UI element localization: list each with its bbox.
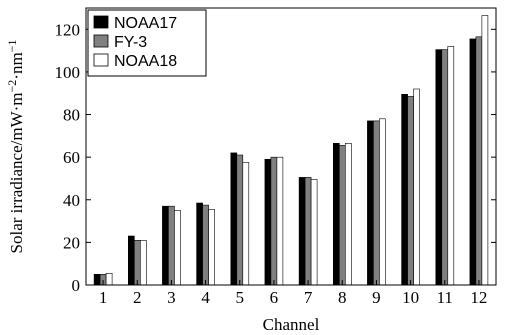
bar-fy3-ch5 [236,154,244,286]
bar-noaa17-ch4 [196,202,203,286]
y-tick-label: 100 [55,63,81,82]
bar-noaa17-ch3 [162,205,169,286]
y-tick-label: 20 [63,233,80,252]
bar-fy3-ch7 [304,177,312,286]
bars-layer [93,15,489,286]
y-tick-label: 0 [72,276,81,295]
legend-label-noaa18: NOAA18 [114,53,177,70]
bar-noaa17-ch11 [435,49,443,286]
bar-noaa18-ch1 [105,272,113,286]
bar-noaa18-ch4 [208,209,215,286]
bar-noaa18-ch11 [447,46,455,286]
bar-noaa17-ch1 [93,273,101,286]
x-axis-label: Channel [263,315,320,334]
legend-swatch-noaa17 [93,15,109,29]
bar-noaa18-ch10 [413,88,420,286]
x-axis: 1 2 3 4 5 6 7 8 9 10 11 12 [99,280,487,307]
y-tick-label: 80 [63,106,80,125]
legend: NOAA17 FY-3 NOAA18 [87,9,207,77]
bar-noaa17-ch8 [332,143,340,286]
bar-fy3-ch6 [270,156,278,286]
bar-noaa17-ch9 [367,120,374,286]
y-axis: 0 20 40 60 80 100 120 [55,20,496,295]
x-tick-label: 11 [437,288,453,307]
bar-noaa18-ch7 [310,179,318,286]
legend-label-fy3: FY-3 [114,34,147,51]
legend-label-noaa17: NOAA17 [114,15,177,32]
x-tick-label: 4 [201,288,210,307]
bar-fy3-ch4 [202,204,209,286]
x-tick-label: 10 [402,288,419,307]
x-tick-label: 3 [167,288,176,307]
bar-noaa17-ch7 [298,177,306,286]
bar-noaa18-ch5 [242,162,250,286]
x-tick-label: 6 [270,288,279,307]
x-tick-label: 2 [133,288,142,307]
bar-noaa17-ch2 [128,235,135,286]
bar-noaa18-ch8 [344,143,352,286]
bar-noaa18-ch2 [140,240,147,286]
bar-noaa18-ch9 [379,118,386,286]
x-tick-label: 12 [470,288,487,307]
x-tick-label: 5 [236,288,245,307]
legend-swatch-fy3 [93,34,109,48]
bar-fy3-ch9 [373,120,380,286]
bar-fy3-ch3 [168,205,175,286]
y-axis-label-main: Solar irradiance/mW·m [7,92,26,253]
bar-noaa17-ch5 [230,152,238,286]
bar-noaa17-ch10 [401,94,408,286]
bar-noaa18-ch12 [481,15,489,286]
x-tick-label: 9 [372,288,381,307]
y-tick-label: 60 [63,148,80,167]
bar-fy3-ch8 [338,145,346,286]
y-axis-label-mid: ·nm [7,52,26,79]
y-axis-label-exp1: −2 [5,80,19,93]
x-tick-label: 1 [99,288,108,307]
bar-noaa18-ch3 [174,210,181,286]
x-tick-label: 8 [338,288,347,307]
bar-fy3-ch11 [441,49,449,286]
bar-noaa17-ch12 [469,38,477,286]
plot-area-frame [85,7,497,286]
bar-fy3-ch10 [407,96,414,286]
bar-fy3-ch12 [475,36,483,286]
y-tick-label: 120 [55,20,81,39]
y-axis-label-exp2: −1 [5,40,19,53]
legend-swatch-noaa18 [93,53,109,67]
y-axis-label: Solar irradiance/mW·m−2·nm−1 [5,40,26,254]
x-tick-label: 7 [304,288,313,307]
bar-noaa18-ch6 [276,156,284,286]
bar-noaa17-ch6 [264,159,272,286]
y-tick-label: 40 [63,191,80,210]
bar-fy3-ch2 [134,240,141,286]
